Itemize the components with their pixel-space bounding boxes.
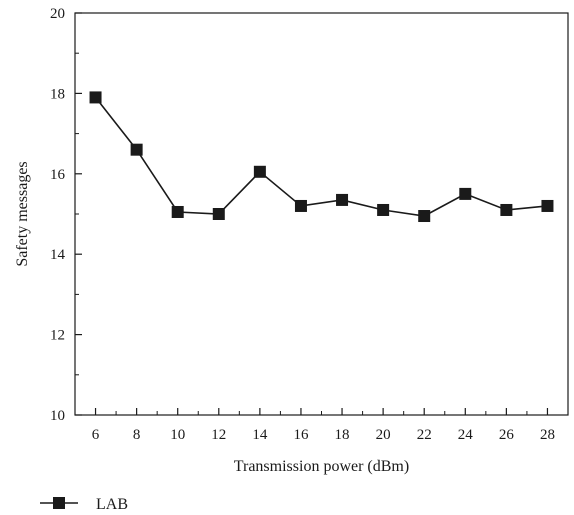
plot-frame — [74, 12, 569, 416]
data-point — [418, 210, 431, 223]
x-tick-label: 14 — [252, 427, 268, 443]
x-tick-label: 12 — [211, 427, 226, 443]
data-point — [459, 187, 472, 200]
data-point — [500, 203, 513, 216]
legend-square-marker — [53, 497, 65, 509]
data-point — [336, 193, 349, 206]
y-tick-label: 12 — [50, 328, 65, 344]
y-tick-label: 16 — [50, 167, 66, 183]
y-axis-title: Safety messages — [14, 161, 31, 266]
x-tick-label: 8 — [133, 427, 141, 443]
x-tick-label: 26 — [499, 427, 515, 443]
x-tick-label: 16 — [293, 427, 309, 443]
x-tick-label: 28 — [540, 427, 555, 443]
data-point — [253, 165, 266, 178]
series-layer — [89, 91, 554, 223]
y-tick-label: 18 — [50, 86, 65, 102]
data-point — [541, 199, 554, 212]
y-tick-label: 14 — [50, 247, 66, 263]
x-tick-label: 18 — [335, 427, 350, 443]
legend: LAB — [40, 496, 128, 513]
x-axis-title: Transmission power (dBm) — [234, 458, 409, 475]
data-point — [89, 91, 102, 104]
data-point — [377, 203, 390, 216]
x-tick-label: 20 — [376, 427, 391, 443]
data-point — [171, 205, 184, 218]
x-axis-ticks: 6 8 10 12 14 16 18 20 22 24 26 28 — [92, 408, 555, 443]
legend-label-lab: LAB — [96, 496, 128, 513]
x-tick-label: 24 — [458, 427, 474, 443]
data-point — [130, 143, 143, 156]
x-tick-label: 22 — [417, 427, 432, 443]
x-tick-label: 6 — [92, 427, 100, 443]
data-point — [294, 199, 307, 212]
series-line — [94, 96, 548, 217]
x-tick-label: 10 — [170, 427, 185, 443]
y-tick-label: 10 — [50, 408, 65, 424]
y-axis-ticks: 10 12 14 16 18 20 — [50, 6, 82, 424]
data-point — [212, 208, 225, 220]
y-tick-label: 20 — [50, 6, 65, 22]
plot-border — [74, 12, 569, 416]
